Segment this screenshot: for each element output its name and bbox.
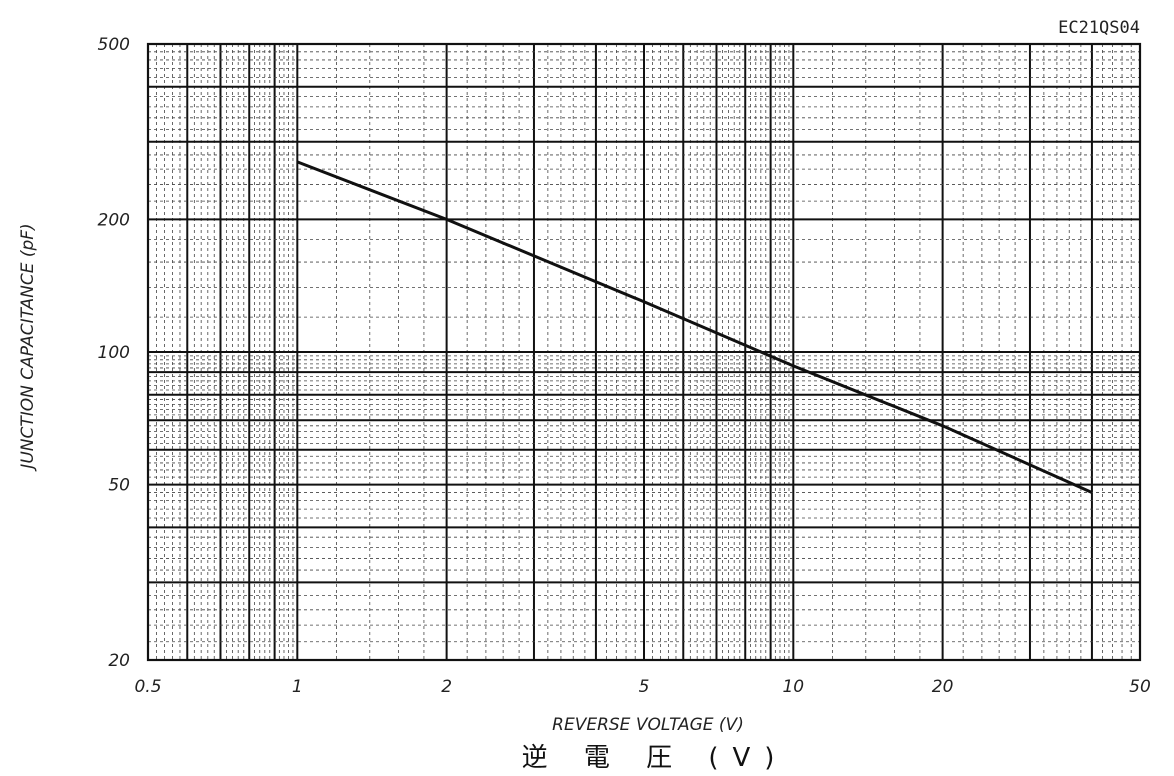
y-tick-label: 50 xyxy=(108,476,130,496)
x-axis-title: REVERSE VOLTAGE (V) xyxy=(552,715,744,735)
x-tick-label: 50 xyxy=(1129,677,1151,697)
x-tick-label: 5 xyxy=(639,677,650,697)
x-tick-label: 0.5 xyxy=(134,677,161,697)
y-tick-label: 20 xyxy=(108,651,130,671)
y-tick-label: 500 xyxy=(98,35,130,55)
x-tick-label: 20 xyxy=(932,677,954,697)
x-tick-label: 1 xyxy=(292,677,303,697)
y-tick-label: 200 xyxy=(98,210,130,230)
x-tick-label: 10 xyxy=(782,677,804,697)
grid-lines xyxy=(147,43,1141,661)
y-tick-labels: 20 50 100 200 500 xyxy=(98,35,130,671)
y-tick-label: 100 xyxy=(98,343,130,363)
x-tick-labels: 0.5 1 2 5 10 20 50 xyxy=(134,677,1150,697)
x-tick-label: 2 xyxy=(441,677,452,697)
y-axis-title: JUNCTION CAPACITANCE (pF) xyxy=(18,223,38,471)
capacitance-curve xyxy=(296,160,1093,494)
part-number: EC21QS04 xyxy=(1058,18,1140,38)
x-axis-title-japanese: 逆 電 圧 (V) xyxy=(522,743,789,773)
plot-frame xyxy=(146,42,1142,662)
